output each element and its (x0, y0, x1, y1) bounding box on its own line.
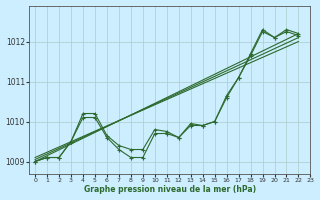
X-axis label: Graphe pression niveau de la mer (hPa): Graphe pression niveau de la mer (hPa) (84, 185, 256, 194)
